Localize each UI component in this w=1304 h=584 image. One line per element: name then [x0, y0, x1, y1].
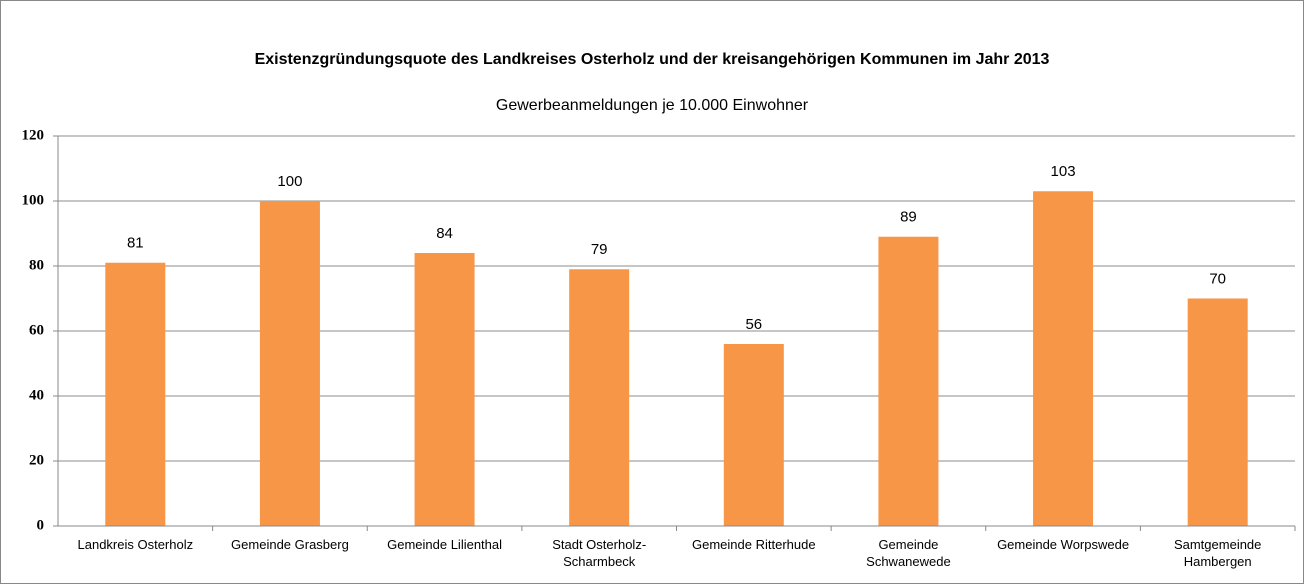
y-tick-label: 20: [29, 452, 44, 468]
x-tick-label: Stadt Osterholz- Scharmbeck: [552, 537, 647, 569]
y-tick-label: 60: [29, 322, 44, 338]
bar: [878, 236, 939, 526]
x-tick-label: Samtgemeinde Hambergen: [1173, 537, 1262, 569]
bar: [1033, 191, 1094, 526]
x-tick-label: Gemeinde Schwanewede: [866, 537, 951, 569]
data-label: 81: [127, 235, 144, 252]
x-tick-label: Gemeinde Lilienthal: [387, 537, 503, 552]
x-tick-label: Gemeinde Worpswede: [997, 537, 1130, 552]
y-tick-label: 80: [29, 257, 44, 273]
bar: [1187, 298, 1248, 526]
data-label: 84: [436, 225, 453, 242]
bar: [723, 344, 784, 526]
y-tick-label: 120: [22, 127, 45, 143]
x-tick-label: Landkreis Osterholz: [77, 537, 194, 552]
data-label: 103: [1051, 163, 1076, 180]
data-label: 70: [1209, 270, 1226, 287]
y-tick-label: 0: [37, 517, 45, 533]
bar: [105, 262, 166, 526]
data-label: 79: [591, 241, 608, 258]
bar: [259, 201, 320, 526]
bar: [414, 253, 475, 526]
y-tick-label: 40: [29, 387, 44, 403]
data-label: 89: [900, 209, 917, 226]
chart-title: Existenzgründungsquote des Landkreises O…: [255, 51, 1050, 68]
chart-subtitle: Gewerbeanmeldungen je 10.000 Einwohner: [496, 97, 809, 114]
x-tick-label: Gemeinde Grasberg: [231, 537, 349, 552]
x-tick-label: Gemeinde Ritterhude: [692, 537, 816, 552]
bar: [569, 269, 630, 526]
data-label: 56: [745, 316, 762, 333]
y-tick-label: 100: [22, 192, 45, 208]
data-label: 100: [277, 173, 302, 190]
